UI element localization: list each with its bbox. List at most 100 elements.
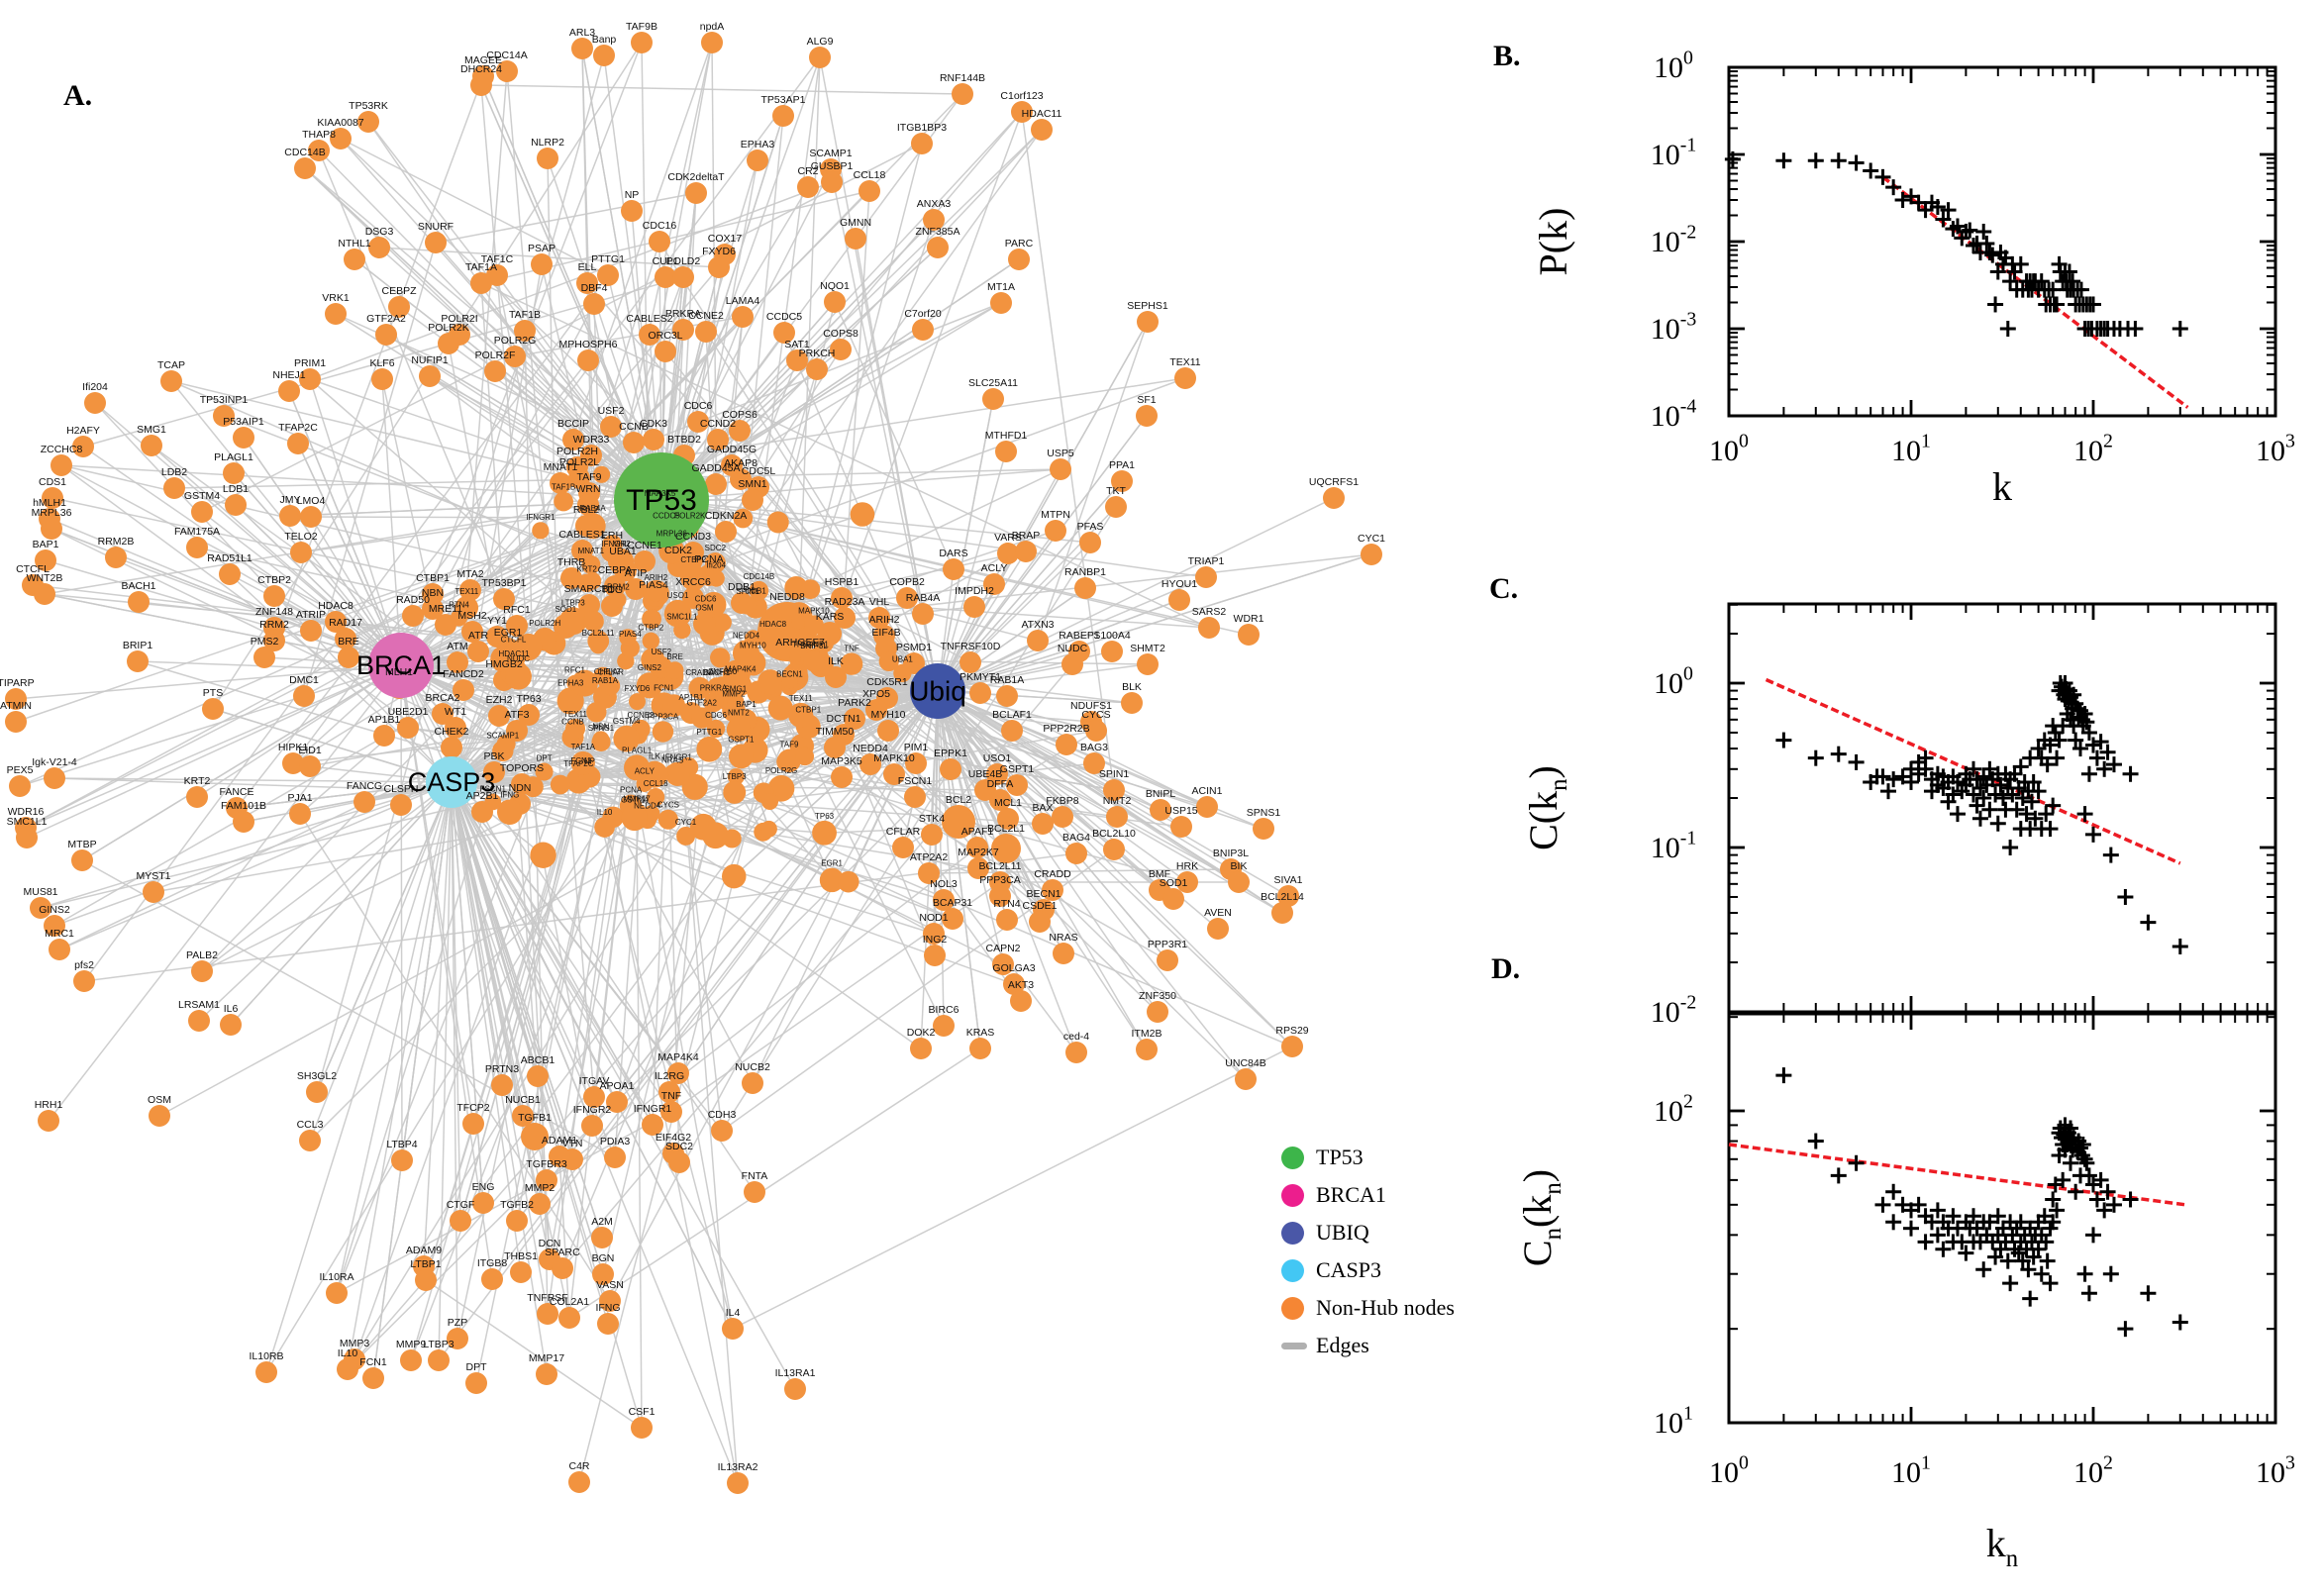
network-edge (660, 168, 832, 501)
network-edge (937, 599, 1180, 692)
non-hub-node (202, 698, 224, 720)
non-hub-node (1079, 532, 1101, 553)
non-hub-node (514, 320, 536, 342)
non-hub-node (845, 228, 866, 249)
network-edge (937, 690, 1148, 1050)
non-hub-node (186, 786, 208, 808)
network-edge (265, 781, 453, 1373)
non-hub-node (325, 611, 347, 633)
non-hub-node (300, 620, 322, 642)
network-edge (593, 620, 1208, 808)
non-hub-node (1029, 911, 1051, 933)
network-edge (316, 781, 453, 1093)
network-edge (558, 1155, 570, 1319)
non-hub-node (388, 296, 410, 318)
non-hub-node (186, 537, 208, 558)
non-hub-node (621, 200, 643, 222)
network-edge (451, 781, 458, 1340)
non-hub-node (425, 232, 447, 253)
non-hub-node (141, 435, 162, 456)
network-edge (236, 359, 589, 809)
network-edge (83, 852, 1077, 982)
network-edge (834, 190, 870, 748)
legend-item-non-hub-nodes: Non-Hub nodes (1281, 1289, 1455, 1327)
non-hub-node (672, 266, 694, 288)
network-edge (731, 302, 1002, 466)
network-edge (82, 276, 684, 448)
non-hub-node (518, 704, 540, 726)
network-edge (381, 378, 402, 666)
non-hub-node (830, 339, 852, 360)
network-edge (498, 715, 1001, 883)
non-hub-node (877, 720, 899, 742)
non-hub-node (991, 834, 1021, 863)
non-hub-node (278, 380, 300, 402)
svg-text:10-3: 10-3 (1651, 309, 1697, 347)
non-hub-node (642, 1114, 663, 1136)
non-hub-node (742, 1072, 763, 1094)
non-hub-node (441, 737, 462, 758)
legend-item-brca1: BRCA1 (1281, 1176, 1455, 1214)
non-hub-node (38, 1110, 59, 1132)
network-edge (25, 664, 402, 829)
non-hub-node (997, 543, 1019, 564)
non-hub-node (786, 349, 808, 371)
network-edge (451, 781, 570, 1319)
non-hub-node (42, 487, 63, 509)
non-hub-node (1207, 918, 1229, 940)
network-edge (561, 663, 1073, 1269)
non-hub-node (649, 231, 670, 252)
network-edge (655, 760, 787, 798)
non-hub-node (986, 763, 1008, 785)
non-hub-node (300, 506, 322, 528)
non-hub-node (308, 140, 330, 161)
network-edge (451, 442, 635, 783)
svg-text:10-1: 10-1 (1651, 828, 1696, 865)
non-hub-node (1174, 367, 1196, 389)
non-hub-node (1065, 1042, 1087, 1063)
non-hub-node (163, 477, 185, 499)
non-hub-node (1235, 1068, 1257, 1090)
non-hub-node (371, 368, 393, 390)
non-hub-node (1042, 879, 1063, 901)
network-edge (480, 84, 530, 648)
network-legend: TP53 BRCA1 UBIQ CASP3 Non-Hub nodes Edges (1281, 1139, 1455, 1364)
network-edge (201, 781, 453, 972)
non-hub-node (600, 416, 622, 438)
non-hub-node (831, 587, 853, 609)
non-hub-node (299, 1130, 321, 1151)
non-hub-node (220, 1014, 242, 1036)
svg-text:100: 100 (1709, 431, 1749, 468)
non-hub-node (105, 547, 127, 568)
network-edge (809, 219, 935, 590)
network-edge (735, 690, 939, 703)
non-hub-node (809, 47, 831, 68)
non-hub-node (368, 237, 390, 258)
non-hub-node (571, 38, 593, 59)
non-hub-node (943, 558, 964, 580)
non-hub-node (1157, 949, 1178, 971)
non-hub-node (531, 253, 553, 275)
non-hub-node (71, 849, 93, 871)
network-edge (480, 282, 551, 1260)
network-edge (506, 70, 595, 1098)
non-hub-node (1053, 943, 1074, 964)
non-hub-node (583, 293, 605, 315)
network-edge (48, 664, 402, 1122)
network-edge (309, 181, 833, 380)
network-edge (588, 42, 713, 606)
non-hub-node (1056, 734, 1077, 755)
network-edge (451, 781, 522, 1273)
non-hub-node (1277, 885, 1299, 907)
non-hub-node (1061, 653, 1083, 675)
non-hub-node (1176, 871, 1198, 893)
non-hub-node (923, 209, 945, 231)
network-edge (230, 781, 453, 1026)
non-hub-node (552, 1257, 573, 1279)
network-edge (568, 1047, 981, 1319)
non-hub-node (521, 1123, 549, 1150)
network-edge (235, 504, 402, 666)
node-swatch-icon (1281, 1296, 1304, 1320)
